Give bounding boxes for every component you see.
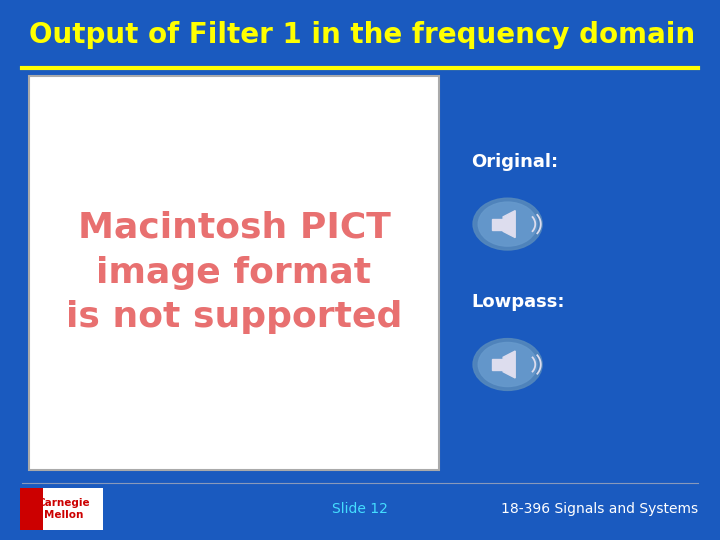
Polygon shape	[503, 211, 516, 238]
Bar	[492, 219, 503, 230]
FancyBboxPatch shape	[20, 488, 103, 530]
Text: Slide 12: Slide 12	[332, 502, 388, 516]
Circle shape	[473, 339, 542, 390]
Text: Macintosh PICT
image format
is not supported: Macintosh PICT image format is not suppo…	[66, 211, 402, 334]
Circle shape	[473, 198, 542, 250]
FancyBboxPatch shape	[29, 76, 439, 470]
Circle shape	[478, 342, 537, 387]
Polygon shape	[503, 351, 516, 378]
Text: Output of Filter 1 in the frequency domain: Output of Filter 1 in the frequency doma…	[29, 21, 695, 49]
Circle shape	[478, 202, 537, 246]
Text: Original:: Original:	[472, 153, 559, 171]
Bar	[492, 359, 503, 370]
Text: Carnegie
Mellon: Carnegie Mellon	[37, 498, 90, 521]
FancyBboxPatch shape	[20, 488, 43, 530]
Text: 18-396 Signals and Systems: 18-396 Signals and Systems	[501, 502, 698, 516]
Text: Lowpass:: Lowpass:	[472, 293, 565, 312]
